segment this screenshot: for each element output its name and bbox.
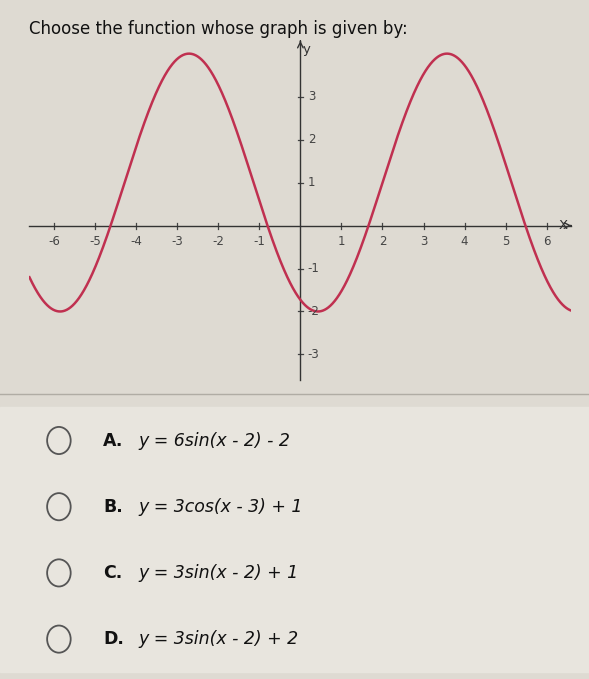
Text: y = 3sin(x - 2) + 1: y = 3sin(x - 2) + 1 bbox=[138, 564, 299, 582]
Text: y = 3sin(x - 2) + 2: y = 3sin(x - 2) + 2 bbox=[138, 630, 299, 648]
Text: -3: -3 bbox=[308, 348, 319, 361]
Text: 1: 1 bbox=[308, 176, 315, 189]
Text: 4: 4 bbox=[461, 235, 468, 248]
Text: 5: 5 bbox=[502, 235, 509, 248]
Text: 6: 6 bbox=[543, 235, 551, 248]
Text: 3: 3 bbox=[420, 235, 427, 248]
Text: 2: 2 bbox=[308, 133, 315, 146]
Text: -4: -4 bbox=[130, 235, 142, 248]
Text: B.: B. bbox=[103, 498, 123, 516]
Text: -5: -5 bbox=[90, 235, 101, 248]
Text: -3: -3 bbox=[171, 235, 183, 248]
Text: 1: 1 bbox=[337, 235, 345, 248]
Text: y = 6sin(x - 2) - 2: y = 6sin(x - 2) - 2 bbox=[138, 431, 290, 449]
Text: -6: -6 bbox=[48, 235, 60, 248]
Text: Choose the function whose graph is given by:: Choose the function whose graph is given… bbox=[29, 20, 408, 39]
Text: C.: C. bbox=[103, 564, 123, 582]
Text: y = 3cos(x - 3) + 1: y = 3cos(x - 3) + 1 bbox=[138, 498, 303, 516]
Text: 2: 2 bbox=[379, 235, 386, 248]
Text: -2: -2 bbox=[308, 305, 320, 318]
Text: y: y bbox=[303, 43, 310, 56]
Text: -1: -1 bbox=[253, 235, 265, 248]
Text: A.: A. bbox=[103, 431, 124, 449]
Text: D.: D. bbox=[103, 630, 124, 648]
Text: -2: -2 bbox=[213, 235, 224, 248]
Text: -1: -1 bbox=[308, 262, 320, 275]
Text: 3: 3 bbox=[308, 90, 315, 103]
Text: X: X bbox=[559, 219, 568, 232]
